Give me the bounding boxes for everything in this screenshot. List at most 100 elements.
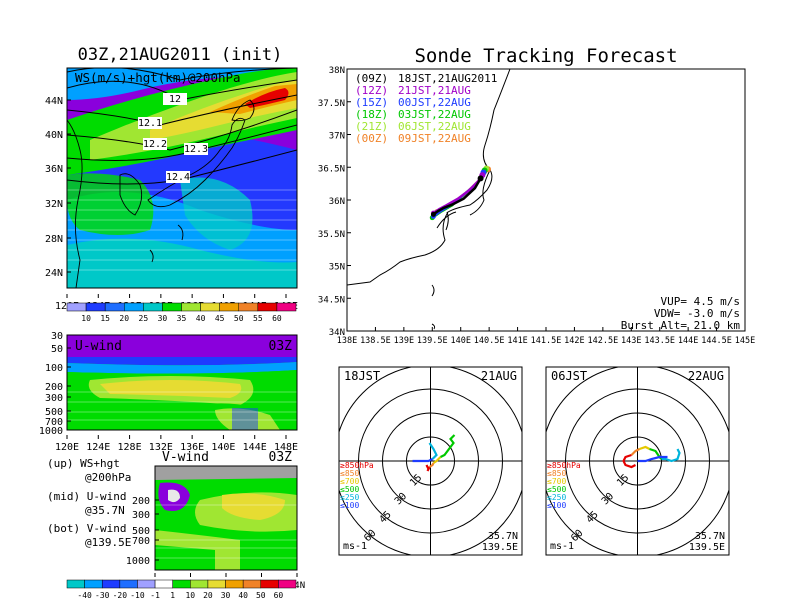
v-y-tick-label: 300 <box>132 510 150 521</box>
v-x-tick-label: 44N <box>289 581 305 591</box>
contour-label-bg <box>143 138 167 150</box>
track-legend-z: (09Z) <box>355 72 388 85</box>
track-y-tick-label: 36N <box>329 197 345 207</box>
track-legend-time: 18JST,21AUG2011 <box>398 72 497 85</box>
track-y-tick-label: 34.5N <box>318 295 345 305</box>
hodograph-level-label: ≤500 <box>340 485 359 494</box>
ws-y-tick-label: 40N <box>45 130 63 141</box>
hodograph-trace <box>425 464 431 472</box>
ws-colorbar-cell <box>238 302 259 312</box>
u-x-tick-label: 148E <box>274 442 298 453</box>
v-y-tick-label: 700 <box>132 536 150 547</box>
track-legend-z: (21Z) <box>355 120 388 133</box>
vup-value: VUP= 4.5 m/s <box>661 295 740 308</box>
u-y-tick-label: 500 <box>45 407 63 418</box>
contour-label-bg <box>138 117 162 129</box>
track-y-ticks: 38N 37.5N 37N 36.5N 36N 35.5N 35N 34.5N 34N <box>318 66 351 338</box>
track-legend: (09Z) 18JST,21AUG2011 (12Z) 21JST,21AUG (15Z… <box>355 72 497 145</box>
ws-colorbar-label: 25 <box>139 314 149 323</box>
v-colorbar-label: 30 <box>221 591 231 600</box>
track-x-tick-label: 139.5E <box>417 336 448 346</box>
track-legend-time: 09JST,22AUG <box>398 132 471 145</box>
ws-y-tick-label: 24N <box>45 268 63 279</box>
v-colorbar-label: 40 <box>238 591 248 600</box>
hodograph-level-label: ≤250 <box>547 493 566 502</box>
u-y-tick-label: 1000 <box>39 426 63 437</box>
track-x-ticks: 138E 138.5E 139E 139.5E 140E 140.5E 141E 141.5E… <box>337 327 755 346</box>
hodograph-level-label: ≤500 <box>547 485 566 494</box>
track-x-tick-label: 142.5E <box>587 336 618 346</box>
u-x-tick-label: 124E <box>86 442 110 453</box>
u-y-tick-label: 50 <box>51 344 63 355</box>
track-x-tick-label: 144E <box>678 336 698 346</box>
track-y-tick-label: 37N <box>329 132 345 142</box>
ws-y-tick-label: 44N <box>45 96 63 107</box>
ws-y-tick-label: 28N <box>45 234 63 245</box>
track-coastline <box>347 69 511 330</box>
ws-colorbar-cell <box>219 302 240 312</box>
track-y-tick-label: 37.5N <box>318 99 345 109</box>
ws-colorbar-cell <box>143 302 163 312</box>
u-y-tick-label: 700 <box>45 417 63 428</box>
hodograph-trace <box>428 462 435 468</box>
contour-label: 12.3 <box>184 144 208 155</box>
track-x-tick-label: 141E <box>507 336 527 346</box>
hodograph-trace <box>440 434 456 458</box>
track-x-tick-label: 138E <box>337 336 357 346</box>
track-x-tick-label: 140.5E <box>474 336 505 346</box>
track-y-tick-label: 36.5N <box>318 164 345 174</box>
track-legend-time: 00JST,22AUG <box>398 96 471 109</box>
track-y-tick-label: 34N <box>329 328 345 338</box>
vdw-value: VDW= -3.0 m/s <box>654 307 740 320</box>
v-colorbar-label: 20 <box>203 591 213 600</box>
ws-colorbar-cell <box>181 302 201 312</box>
track-panel-title: Sonde Tracking Forecast <box>414 45 677 67</box>
v-panel-time: 03Z <box>269 450 293 465</box>
v-colorbar-label: -10 <box>130 591 145 600</box>
ws-y-tick-label: 32N <box>45 199 63 210</box>
hodograph-lat: 35.7N <box>695 531 725 542</box>
u-x-tick-label: 140E <box>211 442 235 453</box>
hodograph-trace <box>637 455 668 463</box>
ws-panel-label: WS(m/s)+hgt(km)@200hPa <box>75 70 241 85</box>
note-mid-2: @35.7N <box>85 504 125 517</box>
ws-colorbar-cell <box>85 302 106 312</box>
u-panel-time: 03Z <box>269 339 293 354</box>
v-colorbar-cell <box>101 579 121 589</box>
note-bot-1: (bot) V-wind <box>47 522 126 535</box>
ws-contour-labels: 12 12.1 12.2 12.3 12.4 <box>138 93 208 183</box>
note-up-1: (up) WS+hgt <box>47 457 120 470</box>
hodograph-date: 22AUG <box>688 369 724 383</box>
hodograph-level-label: ≤850 <box>547 469 566 478</box>
ws-colorbar-cell <box>104 302 125 312</box>
contour-label-bg <box>166 171 190 183</box>
hodograph-trace <box>622 453 636 469</box>
ws-colorbar-label: 40 <box>196 314 206 323</box>
ws-colorbar-cell <box>124 302 144 312</box>
track-legend-time: 06JST,22AUG <box>398 120 471 133</box>
v-panel-label: V-wind <box>162 450 209 465</box>
u-x-tick-label: 136E <box>180 442 204 453</box>
ws-y-ticks: 44N 40N 36N 32N 28N 24N <box>45 96 71 279</box>
v-colorbar-label: 10 <box>185 591 195 600</box>
hodograph-date: 21AUG <box>481 369 517 383</box>
v-colorbar-label: -30 <box>95 591 110 600</box>
note-up-2: @200hPa <box>85 471 131 484</box>
v-colorbar-cell <box>119 579 138 589</box>
ws-colorbar-label: 15 <box>100 314 110 323</box>
v-y-tick-label: 1000 <box>126 556 150 567</box>
ws-panel-title: 03Z,21AUG2011 (init) <box>78 45 283 65</box>
hodograph-lat: 35.7N <box>488 531 518 542</box>
v-colorbar-label: 60 <box>274 591 284 600</box>
hodograph-trace <box>412 458 433 463</box>
hodograph-level-label: ≤100 <box>547 501 566 510</box>
v-colorbar-cell <box>84 579 103 589</box>
hodograph-level-label: ≥850hPa <box>340 461 374 470</box>
u-wind-section <box>67 335 297 430</box>
v-colorbar-cell <box>154 579 173 589</box>
u-y-tick-label: 30 <box>51 331 63 342</box>
hodograph-trace <box>661 448 681 463</box>
hodograph-level-label: ≤850 <box>340 469 359 478</box>
track-y-tick-label: 35.5N <box>318 230 345 240</box>
